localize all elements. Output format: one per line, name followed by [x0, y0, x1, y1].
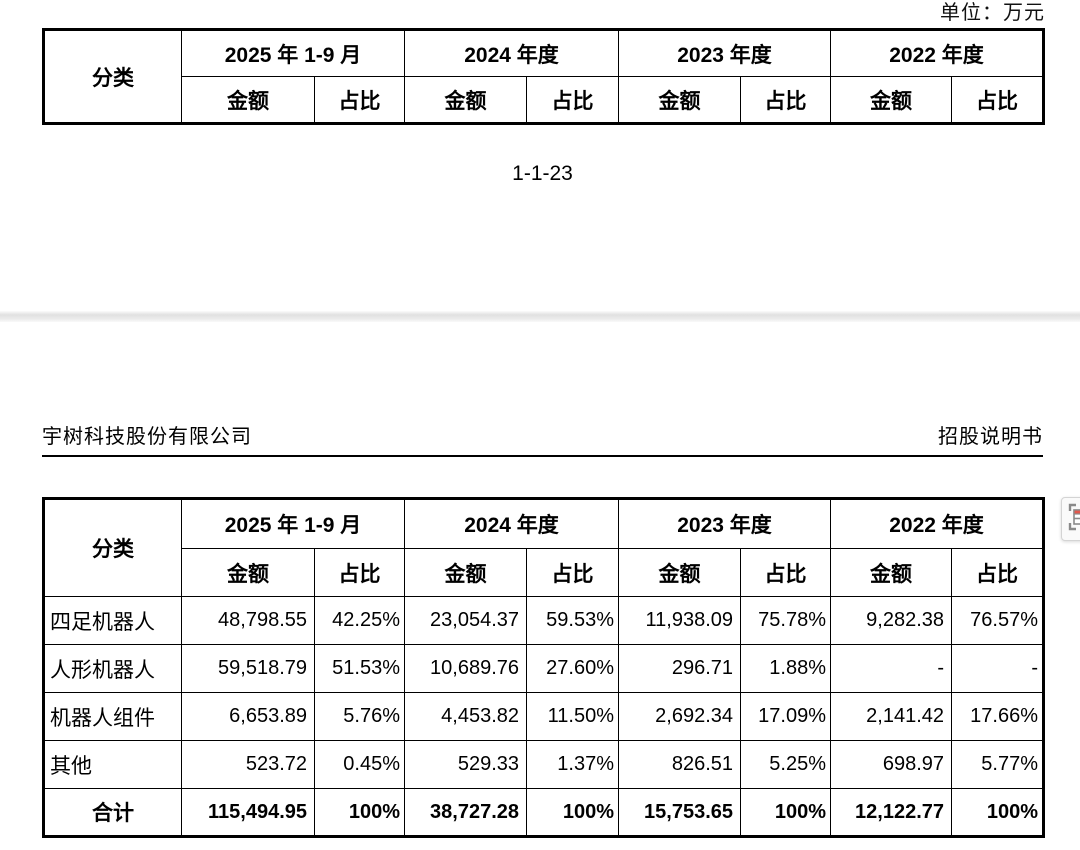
amount-cell: 826.51	[618, 740, 742, 789]
row-label: 其他	[43, 740, 182, 789]
header-cell-share: 占比	[526, 548, 620, 597]
header-cell-share: 占比	[740, 548, 832, 597]
header-cell-share: 占比	[313, 548, 406, 597]
share-cell: 51.53%	[313, 644, 406, 693]
share-cell: 100%	[313, 788, 406, 837]
amount-cell: 9,282.38	[830, 596, 953, 645]
header-cell-amount: 金额	[181, 76, 315, 124]
header-cell-share: 占比	[313, 76, 406, 124]
share-cell: 5.77%	[951, 740, 1045, 789]
header-cell-period-2025: 2025 年 1-9 月	[180, 29, 406, 77]
share-cell: 76.57%	[951, 596, 1045, 645]
header-cell-period-2024: 2024 年度	[404, 29, 620, 77]
header-cell-period-2024: 2024 年度	[404, 498, 620, 549]
amount-cell: 10,689.76	[404, 644, 528, 693]
table-extract-button[interactable]	[1061, 497, 1080, 541]
table-row-quadruped-robots: 四足机器人 48,798.55 42.25% 23,054.37 59.53% …	[43, 596, 1045, 645]
table-row-humanoid-robots: 人形机器人 59,518.79 51.53% 10,689.76 27.60% …	[43, 644, 1045, 693]
amount-cell: 523.72	[181, 740, 315, 789]
amount-cell: -	[830, 644, 953, 693]
table-header-row-periods: 分类 2025 年 1-9 月 2024 年度 2023 年度 2022 年度	[43, 29, 1045, 124]
amount-cell: 38,727.28	[404, 788, 528, 837]
header-cell-period-2022: 2022 年度	[830, 29, 1045, 77]
row-label: 机器人组件	[43, 692, 182, 741]
table-header-row-measures: 金额 占比 金额 占比 金额 占比 金额 占比	[44, 548, 1045, 597]
total-label: 合计	[43, 788, 182, 837]
amount-cell: 23,054.37	[404, 596, 528, 645]
header-cell-amount: 金额	[181, 548, 315, 597]
header-cell-share: 占比	[951, 76, 1045, 124]
share-cell: 5.25%	[740, 740, 832, 789]
amount-cell: 698.97	[830, 740, 953, 789]
table-row-others: 其他 523.72 0.45% 529.33 1.37% 826.51 5.25…	[43, 740, 1045, 789]
amount-cell: 4,453.82	[404, 692, 528, 741]
share-cell: 1.88%	[740, 644, 832, 693]
table-header-row-periods: 分类 2025 年 1-9 月 2024 年度 2023 年度 2022 年度	[43, 498, 1045, 597]
amount-cell: 115,494.95	[181, 788, 315, 837]
header-cell-share: 占比	[526, 76, 620, 124]
running-header: 宇树科技股份有限公司 招股说明书	[42, 420, 1043, 457]
header-cell-share: 占比	[740, 76, 832, 124]
amount-cell: 15,753.65	[618, 788, 742, 837]
header-cell-period-2023: 2023 年度	[618, 29, 832, 77]
share-cell: 11.50%	[526, 692, 620, 741]
header-cell-share: 占比	[951, 548, 1045, 597]
document-type-label: 招股说明书	[938, 426, 1043, 448]
share-cell: 17.09%	[740, 692, 832, 741]
table-extract-icon	[1068, 503, 1080, 536]
revenue-table-header-fragment: 分类 2025 年 1-9 月 2024 年度 2023 年度 2022 年度 …	[42, 28, 1046, 125]
row-label: 四足机器人	[43, 596, 182, 645]
company-name: 宇树科技股份有限公司	[42, 426, 252, 448]
share-cell: 0.45%	[313, 740, 406, 789]
header-cell-period-2023: 2023 年度	[618, 498, 832, 549]
amount-cell: 11,938.09	[618, 596, 742, 645]
share-cell: 75.78%	[740, 596, 832, 645]
amount-cell: 59,518.79	[181, 644, 315, 693]
amount-cell: 12,122.77	[830, 788, 953, 837]
header-cell-period-2022: 2022 年度	[830, 498, 1045, 549]
amount-cell: 2,141.42	[830, 692, 953, 741]
header-cell-category: 分类	[43, 498, 182, 597]
header-cell-period-2025: 2025 年 1-9 月	[180, 498, 406, 549]
page-break-divider	[0, 311, 1080, 322]
table-row-robot-components: 机器人组件 6,653.89 5.76% 4,453.82 11.50% 2,6…	[43, 692, 1045, 741]
share-cell: 17.66%	[951, 692, 1045, 741]
amount-cell: 48,798.55	[181, 596, 315, 645]
header-cell-amount: 金额	[618, 548, 742, 597]
share-cell: 100%	[526, 788, 620, 837]
revenue-breakdown-table: 分类 2025 年 1-9 月 2024 年度 2023 年度 2022 年度 …	[42, 497, 1046, 838]
share-cell: 1.37%	[526, 740, 620, 789]
header-cell-amount: 金额	[404, 548, 528, 597]
share-cell: 100%	[740, 788, 832, 837]
header-cell-amount: 金额	[404, 76, 528, 124]
share-cell: 42.25%	[313, 596, 406, 645]
header-cell-amount: 金额	[830, 548, 953, 597]
share-cell: 59.53%	[526, 596, 620, 645]
header-cell-category: 分类	[43, 29, 182, 124]
page-number: 1-1-23	[512, 162, 573, 185]
unit-label: 单位：万元	[940, 2, 1045, 24]
header-cell-amount: 金额	[618, 76, 742, 124]
amount-cell: 6,653.89	[181, 692, 315, 741]
amount-cell: 2,692.34	[618, 692, 742, 741]
header-cell-amount: 金额	[830, 76, 953, 124]
share-cell: 27.60%	[526, 644, 620, 693]
share-cell: 100%	[951, 788, 1045, 837]
amount-cell: 296.71	[618, 644, 742, 693]
share-cell: 5.76%	[313, 692, 406, 741]
share-cell: -	[951, 644, 1045, 693]
table-header-row-measures: 金额 占比 金额 占比 金额 占比 金额 占比	[44, 76, 1045, 124]
table-row-total: 合计 115,494.95 100% 38,727.28 100% 15,753…	[43, 788, 1045, 837]
row-label: 人形机器人	[43, 644, 182, 693]
amount-cell: 529.33	[404, 740, 528, 789]
